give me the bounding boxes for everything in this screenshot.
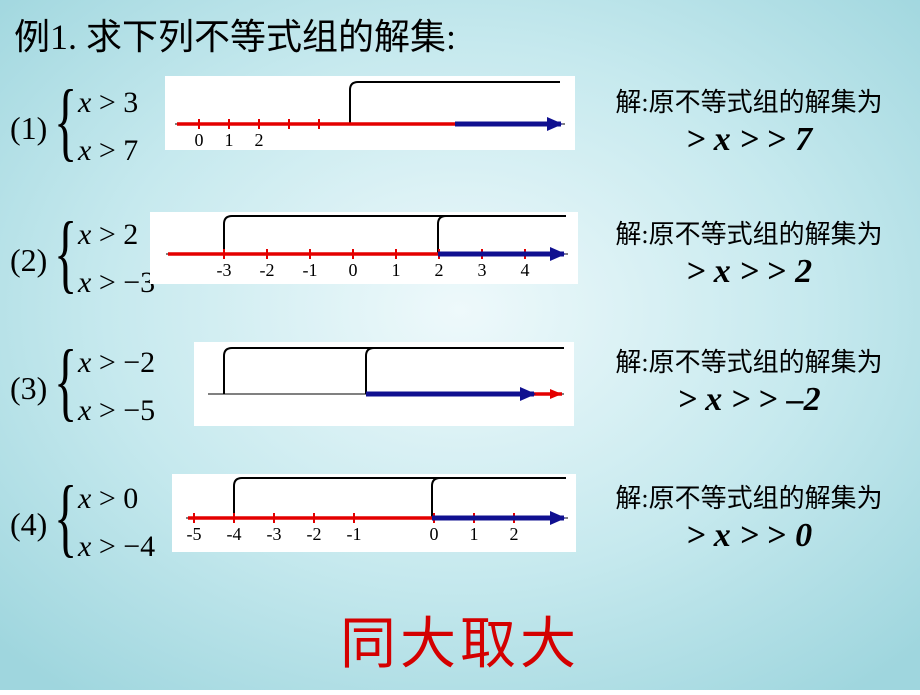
inequality-condition: x > −3 bbox=[78, 268, 155, 298]
svg-text:1: 1 bbox=[470, 524, 479, 544]
inequality-condition: x > 7 bbox=[78, 136, 138, 166]
conclusion-text: 同大取大 bbox=[0, 599, 920, 680]
problem-number: (4) bbox=[10, 506, 47, 543]
inequality-condition: x > 2 bbox=[78, 220, 155, 250]
solution-text: 解:原不等式组的解集为 > x > > 0 bbox=[582, 478, 916, 555]
svg-text:2: 2 bbox=[255, 130, 264, 150]
svg-text:-1: -1 bbox=[347, 524, 362, 544]
system-brace: { bbox=[54, 78, 77, 166]
svg-text:0: 0 bbox=[430, 524, 439, 544]
numberline-panel: -5 -4 -3 -2 -1 0 1 2 bbox=[172, 474, 576, 552]
solution-prefix: 解:原不等式组的解集为 bbox=[582, 214, 916, 251]
solution-text: 解:原不等式组的解集为 > x > > 7 bbox=[582, 82, 916, 159]
svg-text:1: 1 bbox=[392, 260, 401, 280]
solution-text: 解:原不等式组的解集为 > x > > –2 bbox=[582, 342, 916, 419]
inequality-condition: x > 0 bbox=[78, 484, 155, 514]
svg-text:-3: -3 bbox=[267, 524, 282, 544]
inequality-condition: x > −2 bbox=[78, 348, 155, 378]
system-brace: { bbox=[54, 338, 77, 426]
inequality-system: x > −2 x > −5 bbox=[78, 344, 155, 444]
system-brace: { bbox=[54, 474, 77, 562]
problem-number: (2) bbox=[10, 242, 47, 279]
inequality-system: x > 0 x > −4 bbox=[78, 480, 155, 580]
svg-text:0: 0 bbox=[349, 260, 358, 280]
solution-prefix: 解:原不等式组的解集为 bbox=[582, 342, 916, 379]
problem-number: (3) bbox=[10, 370, 47, 407]
numberline-panel: -3 -2 -1 0 1 2 3 4 bbox=[150, 212, 578, 284]
svg-text:-5: -5 bbox=[187, 524, 202, 544]
solution-expression: > x > > 0 bbox=[582, 517, 916, 555]
svg-text:-2: -2 bbox=[307, 524, 322, 544]
inequality-condition: x > −5 bbox=[78, 396, 155, 426]
svg-text:4: 4 bbox=[521, 260, 530, 280]
numberline-panel: 0 1 2 bbox=[165, 76, 575, 150]
svg-text:-3: -3 bbox=[217, 260, 232, 280]
inequality-condition: x > −4 bbox=[78, 532, 155, 562]
solution-text: 解:原不等式组的解集为 > x > > 2 bbox=[582, 214, 916, 291]
svg-text:0: 0 bbox=[195, 130, 204, 150]
svg-text:-2: -2 bbox=[260, 260, 275, 280]
problem-number: (1) bbox=[10, 110, 47, 147]
slide-content: 例1. 求下列不等式组的解集: (1){x > 3x > 7012解:原不等式组… bbox=[0, 0, 920, 690]
inequality-condition: x > 3 bbox=[78, 88, 138, 118]
solution-expression: > x > > 2 bbox=[582, 253, 916, 291]
svg-text:3: 3 bbox=[478, 260, 487, 280]
system-brace: { bbox=[54, 210, 77, 298]
svg-text:2: 2 bbox=[510, 524, 519, 544]
solution-prefix: 解:原不等式组的解集为 bbox=[582, 478, 916, 515]
inequality-system: x > 2 x > −3 bbox=[78, 216, 155, 316]
page-title: 例1. 求下列不等式组的解集: bbox=[14, 8, 456, 60]
inequality-system: x > 3 x > 7 bbox=[78, 84, 138, 184]
svg-text:-1: -1 bbox=[303, 260, 318, 280]
solution-expression: > x > > 7 bbox=[582, 121, 916, 159]
svg-text:-4: -4 bbox=[227, 524, 242, 544]
svg-text:2: 2 bbox=[435, 260, 444, 280]
svg-text:1: 1 bbox=[225, 130, 234, 150]
solution-prefix: 解:原不等式组的解集为 bbox=[582, 82, 916, 119]
solution-expression: > x > > –2 bbox=[582, 381, 916, 419]
numberline-panel bbox=[194, 342, 574, 426]
